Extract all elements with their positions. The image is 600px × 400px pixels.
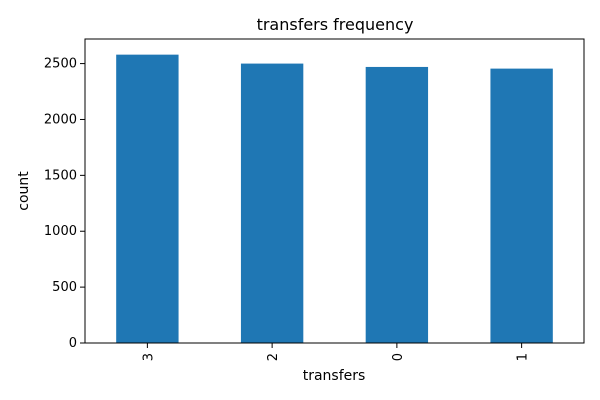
x-tick-label: 0: [391, 353, 406, 361]
bar-0: [365, 66, 429, 344]
y-tick-label: 2500: [44, 57, 77, 72]
ticks-layer: 3 2 0 1 0 500 1000 1500 2000 2500: [44, 57, 531, 362]
y-tick-label: 2000: [44, 112, 77, 127]
chart-title: transfers frequency: [257, 15, 414, 34]
y-tick-label: 1000: [44, 224, 77, 239]
x-axis-label: transfers: [303, 368, 366, 384]
y-tick-label: 500: [52, 280, 77, 295]
x-tick-label: 3: [141, 353, 156, 361]
y-tick-label: 0: [69, 336, 77, 351]
bars-layer: [116, 54, 553, 344]
bar-1: [490, 68, 553, 343]
plot-frame: [84, 38, 585, 344]
y-axis-label: count: [16, 171, 32, 211]
x-tick-label: 1: [516, 353, 531, 361]
x-tick-label: 2: [266, 353, 281, 361]
y-tick-label: 1500: [44, 168, 77, 183]
bar-3: [116, 54, 179, 343]
bar-2: [240, 63, 304, 344]
